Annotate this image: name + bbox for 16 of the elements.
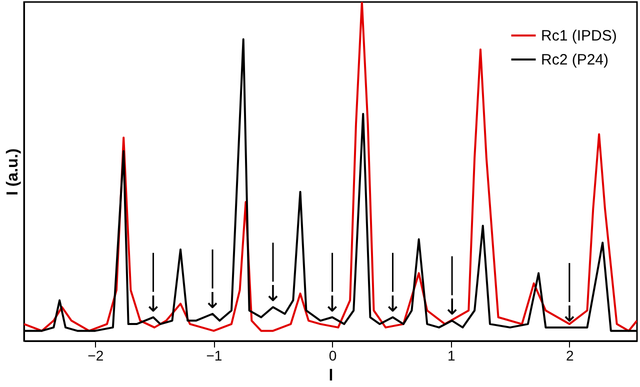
x-tick-label: 1 <box>447 348 456 364</box>
legend-label: Rc2 (P24) <box>541 52 609 68</box>
annotation: ↓ <box>323 292 342 318</box>
x-tick-label: 2 <box>566 348 574 364</box>
annotation: ↓ <box>384 292 402 318</box>
x-tick-label: 0 <box>328 348 337 364</box>
y-axis-title: I (a.u.) <box>4 148 22 196</box>
annotation: ↓ <box>264 282 282 308</box>
x-tick-label: −1 <box>206 348 222 364</box>
legend-label: Rc1 (IPDS) <box>541 28 617 44</box>
annotation: ↓ <box>144 292 162 318</box>
annotation: ↓ <box>560 302 579 328</box>
annotation: ↓ <box>442 296 462 321</box>
annotation: ↓ <box>203 288 222 314</box>
x-tick-label: −2 <box>88 348 104 364</box>
x-axis-title: l <box>328 368 334 384</box>
